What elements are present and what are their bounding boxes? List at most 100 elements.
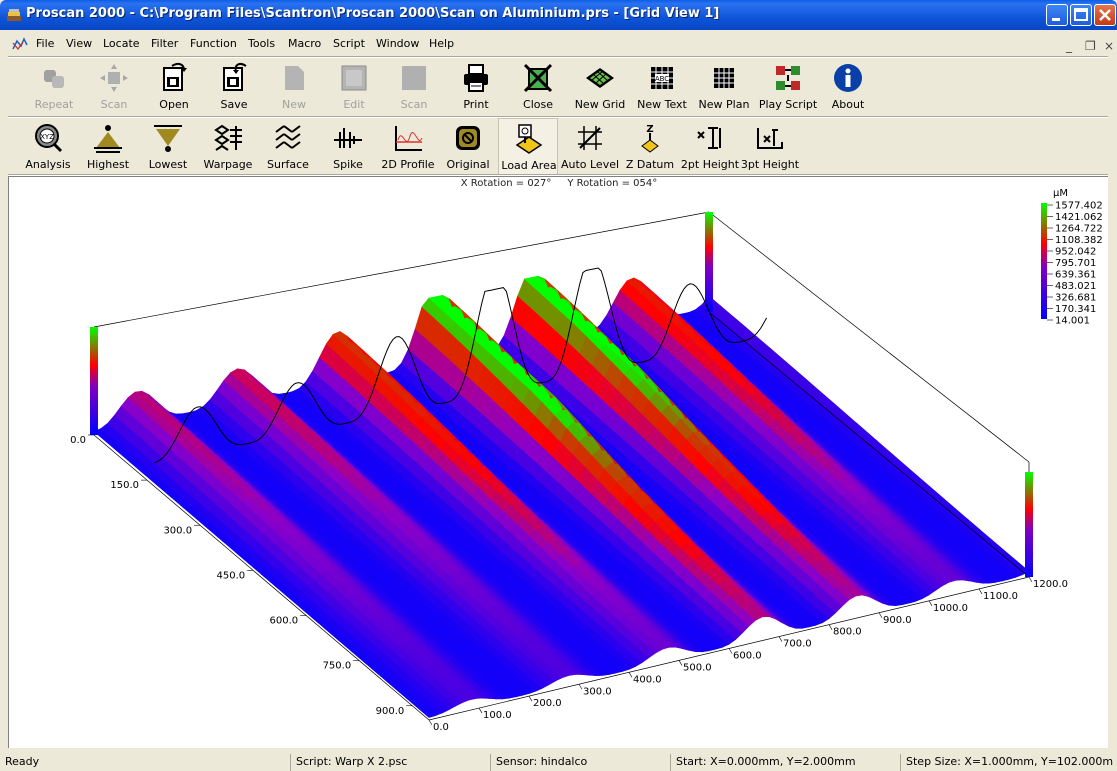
new-grid-icon (586, 68, 614, 88)
legend-value: 1108.382 (1055, 235, 1103, 246)
scan-button[interactable]: Scan (384, 58, 444, 116)
highest-button[interactable]: Highest (78, 118, 138, 176)
y-tick-label: 150.0 (110, 480, 139, 491)
surface-mesh (93, 275, 1030, 718)
new-plan-button[interactable]: New Plan (694, 58, 754, 116)
save-icon (223, 63, 247, 91)
height-3pt-button[interactable]: 3pt Height (740, 118, 800, 176)
y-rotation-label: Y Rotation = 054° (567, 178, 658, 189)
scan-icon (402, 66, 426, 90)
x-tick-label: 400.0 (633, 674, 662, 685)
play-script-button[interactable]: Play Script (758, 58, 818, 116)
x-tick-label: 600.0 (733, 651, 762, 662)
analysis-button[interactable]: XYZ Analysis (18, 118, 78, 176)
spike-button[interactable]: Spike (318, 118, 378, 176)
toolbar-separator (8, 174, 1108, 176)
x-tick-mark (678, 660, 683, 666)
menu-locate[interactable]: Locate (103, 37, 140, 50)
new-grid-button[interactable]: New Grid (570, 58, 630, 116)
scan-move-button[interactable]: Scan (84, 58, 144, 116)
auto-level-button[interactable]: Auto Level (560, 118, 620, 176)
new-button[interactable]: New (264, 58, 324, 116)
menu-function[interactable]: Function (190, 37, 237, 50)
x-tick-label: 200.0 (533, 698, 562, 709)
status-bar: Ready Script: Warp X 2.psc Sensor: hinda… (0, 752, 1117, 771)
about-button[interactable]: About (818, 58, 878, 116)
load-area-button[interactable]: Load Area (498, 118, 558, 176)
profile-line (154, 267, 768, 464)
menu-view[interactable]: View (66, 37, 93, 50)
y-tick-label: 900.0 (376, 706, 405, 717)
analysis-toolbar: XYZ Analysis Highest Lowest Warpage Surf… (8, 118, 1108, 176)
menu-file[interactable]: File (36, 37, 55, 50)
original-button[interactable]: Original (438, 118, 498, 176)
print-icon (464, 64, 488, 92)
legend-value: 326.681 (1055, 293, 1096, 304)
edit-icon (341, 65, 367, 91)
new-text-button[interactable]: ABC New Text (632, 58, 692, 116)
menu-filter[interactable]: Filter (151, 37, 179, 50)
status-ready: Ready (5, 755, 40, 768)
status-script: Script: Warp X 2.psc (290, 754, 490, 771)
grid-view[interactable]: 0.0 150.0 300.0 450.0 600.0 750.0 900.0 0.0 100.… (8, 176, 1108, 748)
open-button[interactable]: Open (144, 58, 204, 116)
mdi-restore-button[interactable]: ❐ (1085, 39, 1096, 53)
profile-2d-button[interactable]: 2D Profile (378, 118, 438, 176)
title-bar[interactable]: Proscan 2000 - C:\Program Files\Scantron… (0, 0, 1117, 30)
menu-tools[interactable]: Tools (248, 37, 276, 50)
menu-script[interactable]: Script (333, 37, 365, 50)
minimize-button[interactable] (1046, 4, 1068, 26)
menu-help[interactable]: Help (429, 37, 455, 50)
repeat-button[interactable]: Repeat (24, 58, 84, 116)
x-tick-mark (528, 696, 533, 702)
x-tick-mark (728, 648, 733, 654)
print-button[interactable]: Print (446, 58, 506, 116)
info-icon (834, 64, 862, 92)
maximize-button[interactable] (1070, 4, 1092, 26)
height-2pt-button[interactable]: 2pt Height (680, 118, 740, 176)
x-tick-label: 1000.0 (933, 603, 968, 614)
close-grid-icon (523, 63, 553, 93)
legend-value: 170.341 (1055, 304, 1096, 315)
legend-value: 639.361 (1055, 270, 1096, 281)
play-script-icon (776, 66, 800, 90)
close-button[interactable] (1094, 4, 1116, 26)
menu-macro[interactable]: Macro (288, 37, 322, 50)
toolbar-separator (8, 56, 1108, 58)
new-doc-icon (285, 66, 304, 90)
legend-value: 795.701 (1055, 258, 1096, 269)
x-tick-label: 1200.0 (1033, 579, 1068, 590)
x-tick-label: 300.0 (583, 686, 612, 697)
status-sensor: Sensor: hindalco (490, 754, 670, 771)
app-icon[interactable] (6, 7, 22, 23)
x-tick-mark (478, 707, 483, 714)
z-datum-button[interactable]: Z Z Datum (625, 124, 675, 171)
save-button[interactable]: Save (204, 58, 264, 116)
minimize-icon (1052, 18, 1060, 21)
lowest-icon (154, 125, 182, 152)
surface-button[interactable]: Surface (258, 118, 318, 176)
y-tick-label: 0.0 (70, 435, 86, 446)
surface-plot[interactable]: 0.0 150.0 300.0 450.0 600.0 750.0 900.0 0.0 100.… (9, 177, 1109, 749)
y-tick-label: 600.0 (270, 616, 299, 627)
x-tick-mark (628, 672, 633, 678)
edit-button[interactable]: Edit (324, 58, 384, 116)
color-legend: µM 1577.4021421.0621264.7221108.382952.04… (1041, 188, 1103, 327)
mdi-close-button[interactable]: × (1104, 39, 1115, 53)
window-title: Proscan 2000 - C:\Program Files\Scantron… (26, 6, 720, 21)
x-tick-mark (778, 636, 783, 642)
warpage-button[interactable]: Warpage (198, 118, 258, 176)
x-tick-mark (978, 588, 983, 595)
open-icon (163, 62, 187, 91)
y-tick-label: 300.0 (163, 525, 192, 536)
original-icon (456, 126, 480, 150)
warpage-icon (214, 124, 242, 151)
x-tick-label: 800.0 (833, 627, 862, 638)
document-icon[interactable] (12, 37, 28, 51)
legend-value: 1421.062 (1055, 212, 1103, 223)
mdi-minimize-button[interactable]: _ (1066, 39, 1072, 53)
close-grid-button[interactable]: Close (508, 58, 568, 116)
lowest-button[interactable]: Lowest (138, 118, 198, 176)
menu-window[interactable]: Window (376, 37, 420, 50)
